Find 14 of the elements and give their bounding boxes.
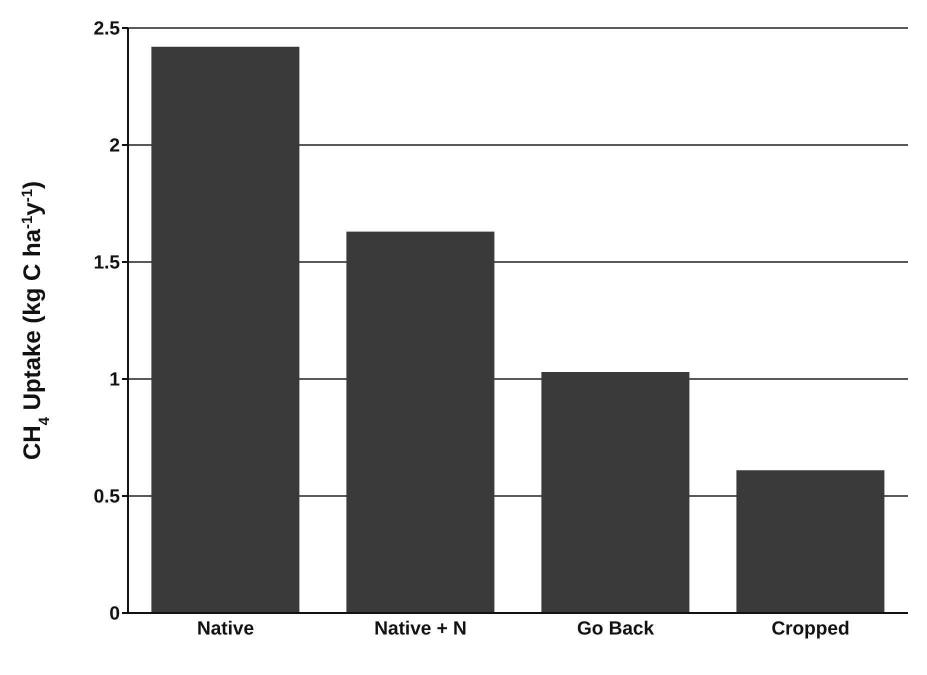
y-tick-label: 2.5 [94, 18, 120, 40]
x-tick-label: Native + N [374, 618, 467, 640]
bar [346, 232, 494, 613]
bar [151, 46, 300, 613]
y-tick-label: 1 [109, 370, 120, 391]
y-tick-label: 2 [109, 136, 120, 157]
bar [736, 470, 884, 613]
bar [541, 372, 690, 613]
x-tick-label: Cropped [771, 618, 850, 640]
y-tick-label: 0 [109, 604, 120, 625]
y-tick-label: 1.5 [94, 252, 120, 274]
x-tick-label: Go Back [576, 618, 654, 640]
x-tick-label: Native [196, 618, 254, 640]
y-tick-label: 0.5 [94, 486, 120, 508]
